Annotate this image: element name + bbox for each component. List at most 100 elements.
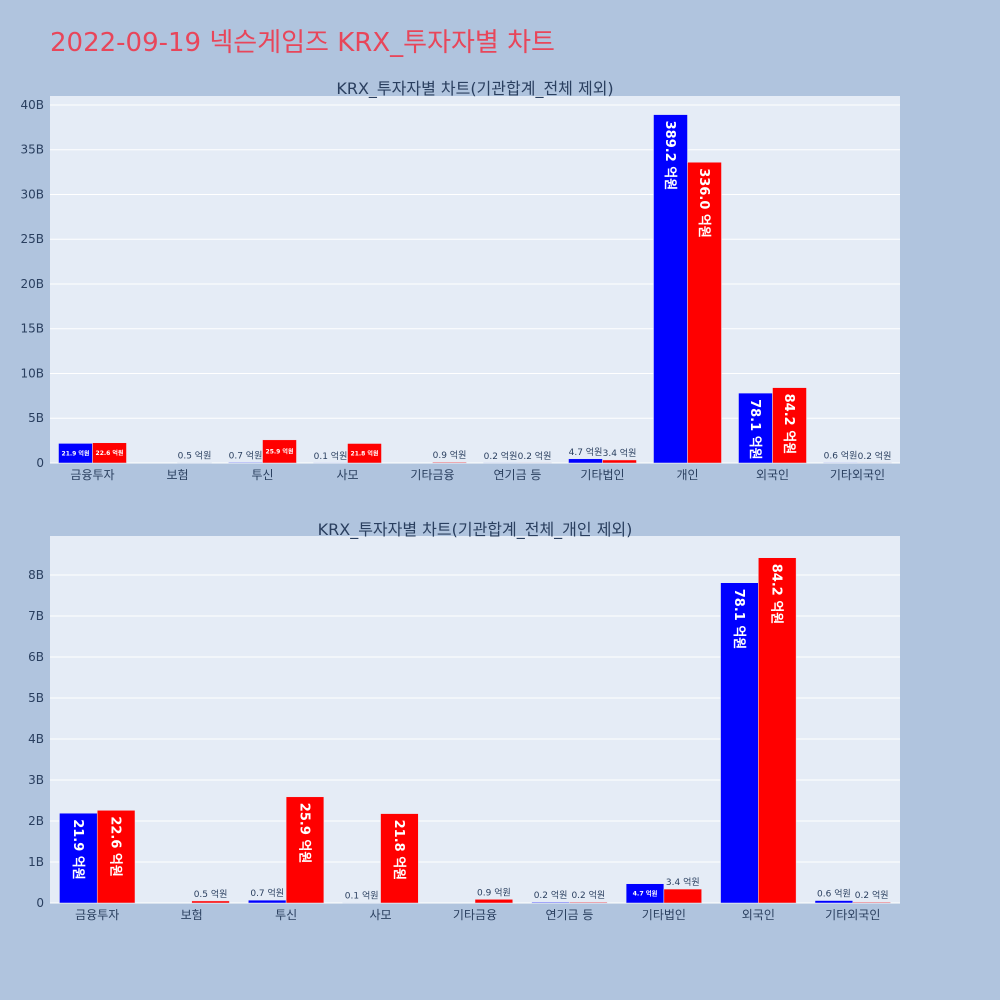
x-tick-label: 기타외국인: [830, 468, 885, 482]
bar: [92, 442, 127, 464]
y-tick-label: 8B: [28, 568, 44, 582]
bar: [248, 899, 287, 904]
chart-2: 0 1B 2B 3B 4B 5B 6B 7B 8B KRX_투자자별 차트(기관합계_전체_개인 …: [28, 520, 900, 922]
data-label: 22.6 억원: [108, 816, 123, 877]
data-label: 0.5 억원: [178, 450, 212, 462]
data-label: 78.1 억원: [731, 589, 746, 650]
y-tick-label: 5B: [28, 411, 44, 425]
chart-title: KRX_투자자별 차트(기관합계_전체_개인 제외): [318, 520, 633, 540]
data-label: 0.2 억원: [858, 450, 892, 462]
y-tick-label: 0: [36, 456, 44, 470]
chart-1: 0 5B 10B 15B 20B 25B 30B 35B 40B KRX_투자자별 차트(기관합계…: [20, 79, 900, 482]
bar: [191, 900, 230, 904]
x-tick-label: 기타법인: [642, 908, 686, 922]
x-tick-label: 금융투자: [70, 468, 114, 482]
y-tick-label: 7B: [28, 609, 44, 623]
x-tick-label: 기타외국인: [825, 908, 880, 922]
bar: [568, 458, 603, 464]
x-tick-label: 금융투자: [75, 908, 119, 922]
data-label: 0.2 억원: [855, 889, 889, 901]
data-label: 0.7 억원: [250, 887, 284, 899]
data-label: 0.9 억원: [477, 886, 511, 898]
y-tick-label: 15B: [20, 322, 44, 336]
data-label: 0.6 억원: [817, 888, 851, 900]
bar: [758, 557, 797, 904]
data-label: 22.6 억원: [96, 449, 124, 457]
y-tick-label: 10B: [20, 366, 44, 380]
x-tick-label: 외국인: [756, 468, 789, 482]
bar: [720, 582, 759, 904]
x-tick-label: 개인: [676, 468, 698, 482]
data-label: 0.2 억원: [534, 889, 568, 901]
bar: [531, 901, 570, 904]
data-label: 21.8 억원: [391, 820, 406, 881]
y-tick-label: 5B: [28, 691, 44, 705]
data-label: 4.7 억원: [569, 446, 603, 458]
data-label: 336.0 억원: [696, 168, 711, 238]
x-tick-label: 사모: [336, 468, 358, 482]
data-label: 3.4 억원: [603, 447, 637, 459]
y-tick-label: 1B: [28, 855, 44, 869]
y-tick-label: 40B: [20, 98, 44, 112]
data-label: 0.2 억원: [518, 450, 552, 462]
y-tick-label: 20B: [20, 277, 44, 291]
data-label: 84.2 억원: [769, 564, 784, 625]
y-tick-label: 0: [36, 896, 44, 910]
x-tick-label: 보험: [166, 468, 188, 482]
bar: [474, 899, 514, 904]
data-label: 25.9 억원: [296, 803, 311, 864]
data-label: 389.2 억원: [662, 121, 677, 191]
y-tick-label: 30B: [20, 187, 44, 201]
data-label: 3.4 억원: [666, 876, 700, 888]
bar: [228, 462, 263, 464]
x-tick-label: 연기금 등: [494, 468, 542, 482]
y-tick-label: 25B: [20, 232, 44, 246]
x-tick-label: 보험: [181, 908, 203, 922]
bar: [262, 439, 297, 464]
chart-title: KRX_투자자별 차트(기관합계_전체 제외): [336, 79, 613, 99]
x-tick-label: 기타금융: [453, 908, 497, 922]
data-label: 0.9 억원: [433, 449, 467, 461]
x-tick-label: 기타법인: [580, 468, 624, 482]
data-label: 0.2 억원: [571, 889, 605, 901]
bar: [569, 901, 608, 904]
data-label: 0.2 억원: [484, 450, 518, 462]
y-tick-label: 3B: [28, 773, 44, 787]
y-tick-label: 4B: [28, 732, 44, 746]
bar: [814, 900, 854, 904]
bar: [852, 901, 891, 904]
bar: [347, 443, 382, 464]
data-label: 78.1 억원: [747, 399, 762, 460]
data-label: 21.8 억원: [351, 449, 379, 457]
y-tick-label: 35B: [20, 143, 44, 157]
data-label: 0.1 억원: [314, 450, 348, 462]
y-tick-label: 2B: [28, 814, 44, 828]
data-label: 4.7 억원: [633, 889, 658, 898]
bar: [772, 387, 807, 464]
x-tick-label: 투신: [251, 468, 273, 482]
data-label: 0.1 억원: [345, 890, 379, 902]
x-tick-label: 투신: [275, 908, 297, 922]
x-tick-label: 사모: [370, 908, 392, 922]
bar: [738, 392, 773, 464]
data-label: 0.7 억원: [229, 449, 263, 461]
data-label: 0.6 억원: [824, 449, 858, 461]
data-label: 21.9 억원: [70, 819, 85, 880]
bar: [663, 888, 702, 904]
x-tick-label: 외국인: [742, 908, 775, 922]
bar: [380, 813, 419, 904]
x-tick-label: 기타금융: [410, 468, 454, 482]
x-tick-label: 연기금 등: [545, 908, 593, 922]
bar: [285, 796, 325, 904]
y-tick-label: 6B: [28, 650, 44, 664]
bar: [687, 161, 722, 464]
bar: [96, 810, 136, 904]
data-label: 21.9 억원: [62, 449, 90, 457]
bar: [602, 459, 637, 464]
data-label: 0.5 억원: [194, 888, 228, 900]
bar: [432, 461, 467, 464]
bar: [59, 812, 98, 904]
data-label: 25.9 억원: [266, 448, 294, 456]
data-label: 84.2 억원: [781, 394, 796, 455]
